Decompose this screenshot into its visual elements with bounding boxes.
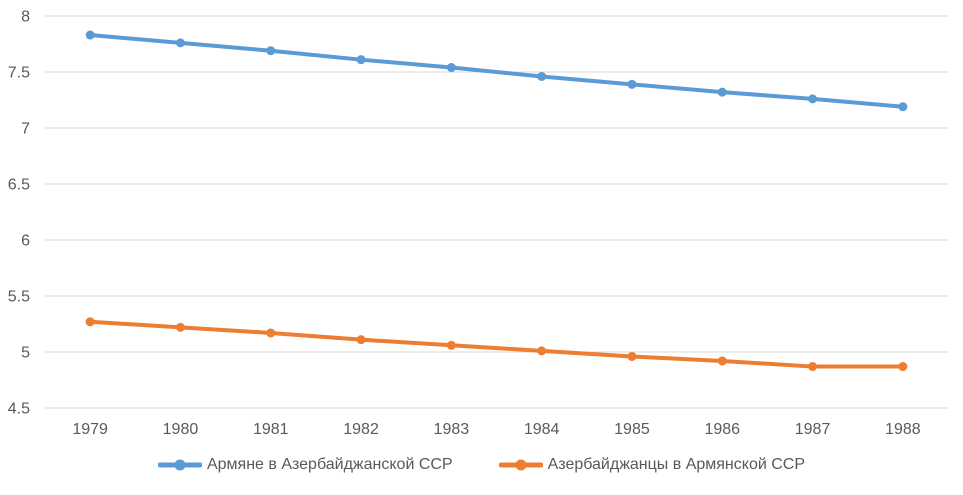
y-axis-tick-label: 7 <box>21 121 30 138</box>
x-axis-tick-label: 1981 <box>253 421 289 438</box>
plot-area: 8 7.5 7 6.5 6 5.5 5 4.5 1979 1980 1981 1982 1983 1984… <box>8 9 948 438</box>
y-axis-tick-label: 8 <box>21 9 30 26</box>
series-2-line <box>88 319 905 369</box>
x-axis-tick-label: 1988 <box>885 421 921 438</box>
series-2-data-point-1984 <box>537 346 547 356</box>
y-axis-tick-label: 4.5 <box>8 401 30 418</box>
x-axis-tick-label: 1986 <box>704 421 740 438</box>
series-1-data-point-1979 <box>85 30 95 40</box>
series-2-data-point-1986 <box>717 356 727 366</box>
series-1-data-point-1988 <box>898 102 908 112</box>
series-2-data-point-1985 <box>627 351 637 361</box>
y-axis-tick-label: 6.5 <box>8 177 30 194</box>
series-1-data-point-1980 <box>175 38 185 48</box>
y-axis-tick-label: 6 <box>21 233 30 250</box>
x-axis-tick-label: 1984 <box>524 421 560 438</box>
series-2-data-point-1980 <box>175 322 185 332</box>
legend-item-series-2: Азербайджанцы в Армянской ССР <box>498 456 806 474</box>
y-axis-tick-label: 7.5 <box>8 65 30 82</box>
series-1-data-point-1986 <box>717 87 727 97</box>
x-axis-tick-label: 1980 <box>163 421 199 438</box>
series-2-data-point-1982 <box>356 335 366 345</box>
y-axis-tick-label: 5.5 <box>8 289 30 306</box>
series-1-data-point-1987 <box>808 94 818 104</box>
y-axis-tick-label: 5 <box>21 345 30 362</box>
series-1-data-point-1982 <box>356 55 366 65</box>
x-axis-tick-label: 1987 <box>795 421 831 438</box>
series-1-line <box>88 33 905 109</box>
x-axis-tick-label: 1985 <box>614 421 650 438</box>
series-2-data-point-1983 <box>446 340 456 350</box>
series-1-data-point-1981 <box>266 46 276 56</box>
legend-label-series-2: Азербайджанцы в Армянской ССР <box>547 456 806 473</box>
legend-item-series-1: Армяне в Азербайджанской ССР <box>157 456 453 474</box>
series-1-data-point-1983 <box>446 63 456 73</box>
series-2-data-point-1981 <box>266 328 276 338</box>
series-1-data-point-1985 <box>627 79 637 89</box>
series-2-data-point-1979 <box>85 317 95 327</box>
x-axis-tick-label: 1983 <box>434 421 470 438</box>
x-axis-tick-label: 1982 <box>343 421 379 438</box>
legend-label-series-1: Армяне в Азербайджанской ССР <box>206 456 453 473</box>
legend: Армяне в Азербайджанской ССР Азербайджан… <box>0 456 963 474</box>
series-2-data-point-1987 <box>808 362 818 372</box>
series-1-line-marker-icon <box>157 459 202 471</box>
x-axis-tick-label: 1979 <box>72 421 108 438</box>
series-2-line-marker-icon <box>498 459 543 471</box>
series-1-data-point-1984 <box>537 71 547 81</box>
series-2-data-point-1988 <box>898 362 908 372</box>
